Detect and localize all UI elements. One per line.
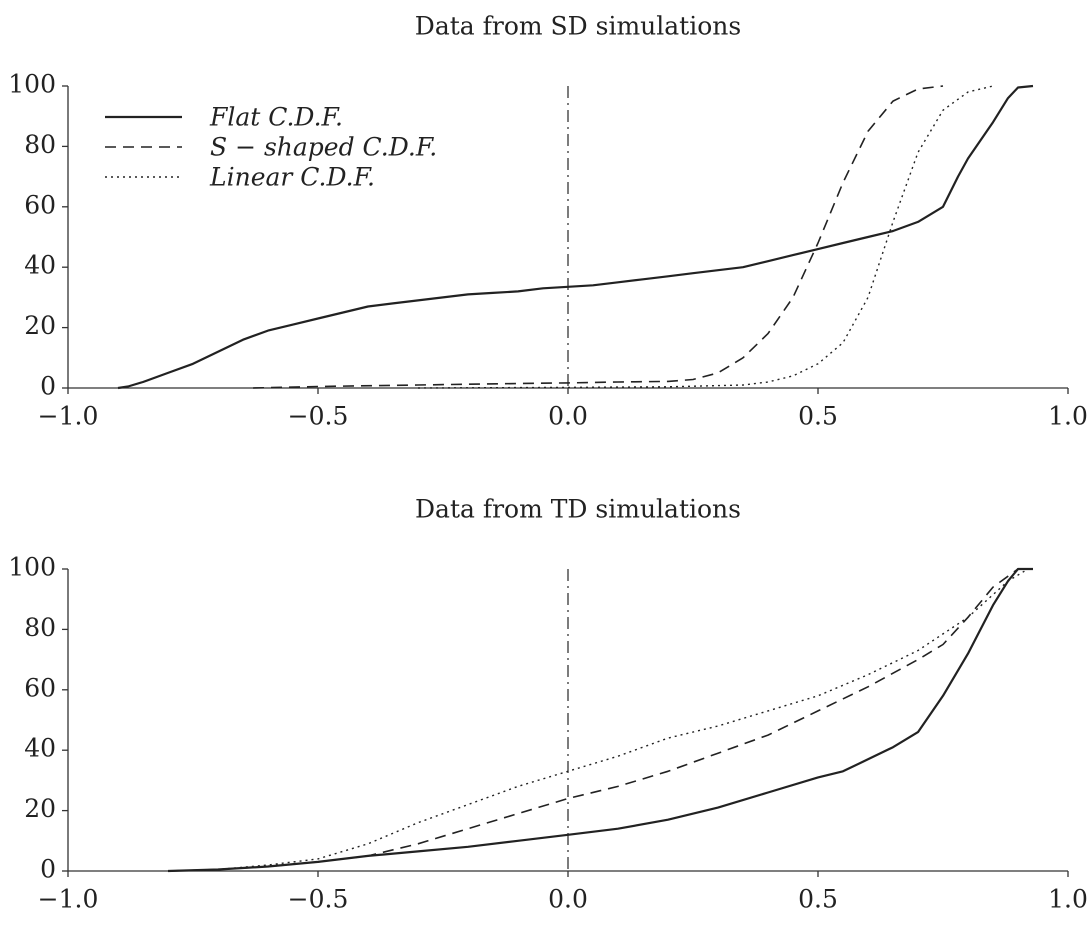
y-tick-label: 20: [24, 794, 56, 823]
y-tick-label: 100: [8, 70, 56, 99]
series-line-solid: [167, 567, 1033, 873]
y-tick-label: 40: [24, 251, 56, 280]
y-tick-label: 40: [24, 734, 56, 763]
series-line-dotted: [167, 568, 1029, 872]
y-tick-label: 80: [24, 613, 56, 642]
y-tick-label: 0: [40, 855, 56, 884]
chart-panel-1: Data from SD simulations −1.0 −0.5 0.0 0.5 1.…: [8, 12, 1088, 431]
legend: Flat C.D.F.S − shaped C.D.F.Linear C.D.F…: [105, 103, 437, 192]
y-tick-label: 60: [24, 190, 56, 219]
x-tick-label: 0.5: [798, 402, 838, 431]
legend-label: Flat C.D.F.: [209, 103, 343, 132]
x-tick-label: 0.0: [548, 402, 588, 431]
legend-label: S − shaped C.D.F.: [210, 133, 437, 162]
legend-label: Linear C.D.F.: [209, 163, 375, 192]
chart-title: Data from SD simulations: [415, 12, 741, 41]
y-tick-label: 100: [8, 553, 56, 582]
chart-title: Data from TD simulations: [415, 495, 741, 524]
y-tick-label: 20: [24, 311, 56, 340]
chart-panel-2: Data from TD simulations −1.0 −0.5 0.0 0.5 1.…: [8, 495, 1088, 914]
series-line-dotted: [417, 85, 994, 389]
series-line-dashed: [252, 85, 944, 389]
x-tick-label: 0.5: [798, 885, 838, 914]
y-tick-label: 0: [40, 372, 56, 401]
series-line-dashed: [167, 568, 1033, 872]
y-tick-label: 60: [24, 673, 56, 702]
x-tick-label: 0.0: [548, 885, 588, 914]
x-tick-label: −1.0: [38, 885, 99, 914]
x-tick-label: 1.0: [1048, 402, 1088, 431]
x-tick-label: −1.0: [38, 402, 99, 431]
x-tick-label: −0.5: [288, 885, 349, 914]
series-line-solid: [117, 84, 1034, 390]
x-tick-label: 1.0: [1048, 885, 1088, 914]
x-tick-label: −0.5: [288, 402, 349, 431]
y-tick-label: 80: [24, 130, 56, 159]
